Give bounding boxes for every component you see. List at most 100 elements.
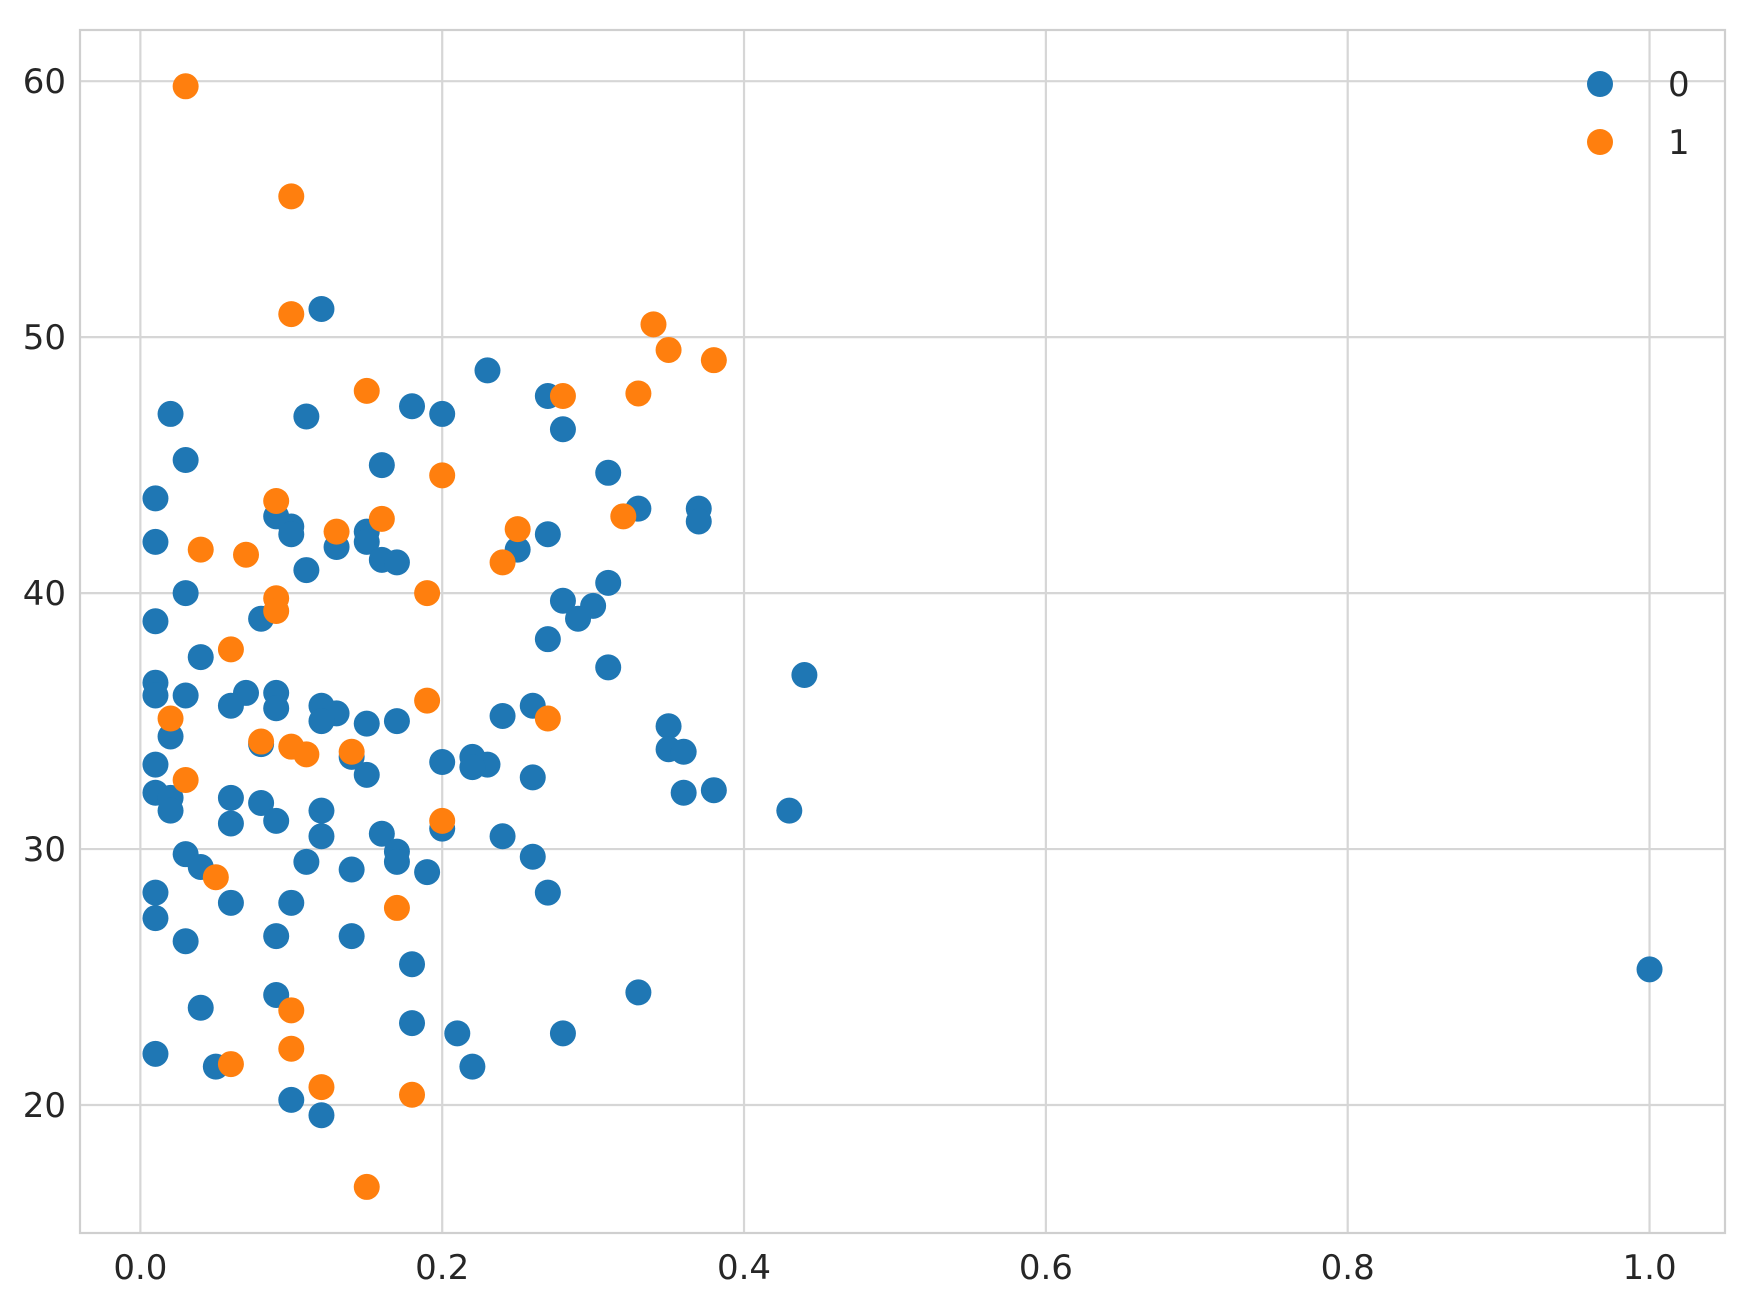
- data-point: [383, 848, 410, 875]
- data-point: [565, 605, 592, 632]
- points-layer: [142, 73, 1663, 1200]
- data-point: [700, 777, 727, 804]
- data-point: [595, 569, 622, 596]
- legend-item-1: 1: [1587, 123, 1690, 163]
- data-point: [534, 521, 561, 548]
- data-point: [293, 557, 320, 584]
- data-point: [323, 518, 350, 545]
- data-point: [429, 807, 456, 834]
- plot-frame: [78, 28, 1727, 1235]
- data-point: [263, 598, 290, 625]
- data-point: [399, 1081, 426, 1108]
- data-point: [414, 859, 441, 886]
- legend-marker: [1587, 71, 1613, 97]
- data-point: [353, 1173, 380, 1200]
- data-point: [383, 708, 410, 735]
- legend-label: 0: [1668, 65, 1690, 105]
- data-point: [655, 713, 682, 740]
- data-point: [368, 820, 395, 847]
- data-point: [670, 779, 697, 806]
- x-tick-label: 0.2: [415, 1248, 469, 1288]
- data-point: [353, 761, 380, 788]
- grid-layer: [80, 30, 1725, 1233]
- data-point: [549, 587, 576, 614]
- legend-marker: [1587, 129, 1613, 155]
- data-point: [217, 636, 244, 663]
- data-point: [278, 301, 305, 328]
- data-point: [263, 487, 290, 514]
- data-point: [489, 702, 516, 729]
- data-point: [308, 1074, 335, 1101]
- data-point: [368, 505, 395, 532]
- data-point: [157, 400, 184, 427]
- data-point: [489, 823, 516, 850]
- data-point: [142, 682, 169, 709]
- data-point: [474, 357, 501, 384]
- data-point: [640, 311, 667, 338]
- x-tick-label: 1.0: [1623, 1248, 1677, 1288]
- data-point: [172, 73, 199, 100]
- data-point: [429, 400, 456, 427]
- data-point: [595, 459, 622, 486]
- data-point: [519, 843, 546, 870]
- data-point: [549, 383, 576, 410]
- data-point: [293, 848, 320, 875]
- series-0: [142, 295, 1663, 1129]
- data-point: [278, 1086, 305, 1113]
- data-point: [217, 784, 244, 811]
- data-point: [459, 1053, 486, 1080]
- data-point: [519, 764, 546, 791]
- legend-item-0: 0: [1587, 65, 1690, 105]
- data-point: [217, 810, 244, 837]
- data-point: [157, 797, 184, 824]
- data-point: [1636, 956, 1663, 983]
- data-point: [293, 403, 320, 430]
- x-tick-label: 0.8: [1321, 1248, 1375, 1288]
- data-point: [278, 997, 305, 1024]
- data-point: [278, 889, 305, 916]
- data-point: [414, 580, 441, 607]
- data-point: [399, 951, 426, 978]
- data-point: [248, 728, 275, 755]
- data-point: [534, 626, 561, 653]
- data-point: [142, 751, 169, 778]
- data-point: [142, 608, 169, 635]
- data-point: [429, 462, 456, 489]
- data-point: [263, 923, 290, 950]
- x-tick-label: 0.4: [717, 1248, 771, 1288]
- data-point: [549, 1020, 576, 1047]
- data-point: [338, 738, 365, 765]
- data-point: [248, 789, 275, 816]
- data-point: [776, 797, 803, 824]
- legend-label: 1: [1668, 123, 1690, 163]
- data-point: [142, 905, 169, 932]
- series-1: [157, 73, 727, 1200]
- data-point: [187, 994, 214, 1021]
- data-point: [172, 682, 199, 709]
- data-point: [625, 380, 652, 407]
- data-point: [383, 894, 410, 921]
- data-point: [308, 823, 335, 850]
- ticks-layer: 0.0 0.2 0.4 0.6 0.8 1.0 20 30 40 50 60: [23, 62, 1677, 1288]
- data-point: [217, 889, 244, 916]
- data-point: [595, 654, 622, 681]
- y-tick-label: 60: [23, 62, 66, 102]
- data-point: [414, 687, 441, 714]
- x-tick-label: 0.0: [113, 1248, 167, 1288]
- data-point: [233, 541, 260, 568]
- data-point: [202, 864, 229, 891]
- data-point: [217, 1051, 244, 1078]
- data-point: [263, 807, 290, 834]
- data-point: [278, 183, 305, 210]
- data-point: [142, 485, 169, 512]
- data-point: [187, 536, 214, 563]
- data-point: [353, 710, 380, 737]
- data-point: [534, 879, 561, 906]
- data-point: [459, 754, 486, 781]
- data-point: [338, 923, 365, 950]
- data-point: [172, 766, 199, 793]
- data-point: [142, 1040, 169, 1067]
- x-tick-label: 0.6: [1019, 1248, 1073, 1288]
- data-point: [308, 1102, 335, 1129]
